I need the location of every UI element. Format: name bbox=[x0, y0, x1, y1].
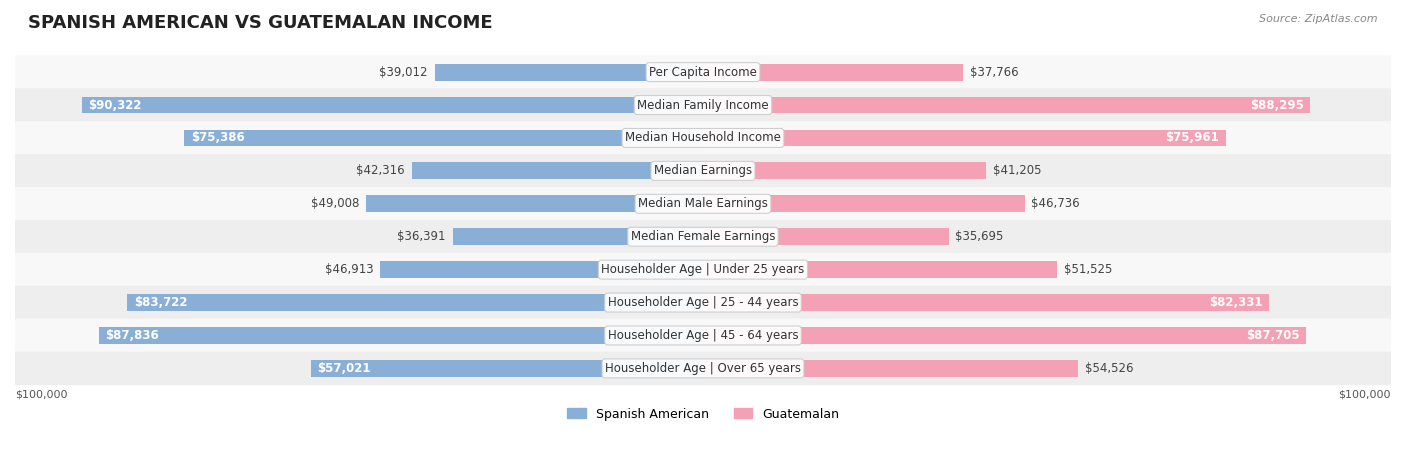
Text: $100,000: $100,000 bbox=[1339, 390, 1391, 400]
Text: $87,836: $87,836 bbox=[105, 329, 159, 342]
Text: $87,705: $87,705 bbox=[1246, 329, 1299, 342]
FancyBboxPatch shape bbox=[0, 318, 1406, 352]
Text: $42,316: $42,316 bbox=[356, 164, 405, 177]
Text: $90,322: $90,322 bbox=[89, 99, 142, 112]
Text: $75,961: $75,961 bbox=[1166, 131, 1219, 144]
Text: $39,012: $39,012 bbox=[380, 65, 427, 78]
FancyBboxPatch shape bbox=[0, 88, 1406, 122]
FancyBboxPatch shape bbox=[0, 121, 1406, 155]
Text: $37,766: $37,766 bbox=[970, 65, 1018, 78]
Text: $75,386: $75,386 bbox=[191, 131, 245, 144]
Text: Householder Age | Over 65 years: Householder Age | Over 65 years bbox=[605, 362, 801, 375]
Text: Householder Age | 25 - 44 years: Householder Age | 25 - 44 years bbox=[607, 296, 799, 309]
Text: $88,295: $88,295 bbox=[1250, 99, 1303, 112]
Text: $51,525: $51,525 bbox=[1064, 263, 1112, 276]
Bar bbox=[703, 294, 1270, 311]
Legend: Spanish American, Guatemalan: Spanish American, Guatemalan bbox=[562, 403, 844, 425]
Text: Median Female Earnings: Median Female Earnings bbox=[631, 230, 775, 243]
Bar bbox=[434, 64, 703, 80]
Bar bbox=[703, 195, 1025, 212]
Text: Per Capita Income: Per Capita Income bbox=[650, 65, 756, 78]
Text: $100,000: $100,000 bbox=[15, 390, 67, 400]
Bar bbox=[453, 228, 703, 245]
Text: $46,736: $46,736 bbox=[1032, 197, 1080, 210]
FancyBboxPatch shape bbox=[0, 286, 1406, 319]
Bar bbox=[703, 64, 963, 80]
Bar bbox=[703, 327, 1306, 344]
Bar bbox=[127, 294, 703, 311]
Bar bbox=[703, 97, 1310, 113]
Bar bbox=[703, 129, 1226, 146]
FancyBboxPatch shape bbox=[0, 220, 1406, 254]
Text: SPANISH AMERICAN VS GUATEMALAN INCOME: SPANISH AMERICAN VS GUATEMALAN INCOME bbox=[28, 14, 492, 32]
Bar bbox=[703, 228, 949, 245]
FancyBboxPatch shape bbox=[0, 55, 1406, 89]
Bar bbox=[412, 163, 703, 179]
Text: $82,331: $82,331 bbox=[1209, 296, 1263, 309]
Text: Median Earnings: Median Earnings bbox=[654, 164, 752, 177]
Text: Source: ZipAtlas.com: Source: ZipAtlas.com bbox=[1260, 14, 1378, 24]
FancyBboxPatch shape bbox=[0, 352, 1406, 385]
FancyBboxPatch shape bbox=[0, 187, 1406, 220]
FancyBboxPatch shape bbox=[0, 154, 1406, 188]
Text: Householder Age | Under 25 years: Householder Age | Under 25 years bbox=[602, 263, 804, 276]
Bar bbox=[82, 97, 703, 113]
Bar bbox=[380, 261, 703, 278]
Bar bbox=[703, 163, 987, 179]
Text: Median Household Income: Median Household Income bbox=[626, 131, 780, 144]
Text: Householder Age | 45 - 64 years: Householder Age | 45 - 64 years bbox=[607, 329, 799, 342]
Text: $46,913: $46,913 bbox=[325, 263, 374, 276]
Text: $49,008: $49,008 bbox=[311, 197, 359, 210]
Text: Median Male Earnings: Median Male Earnings bbox=[638, 197, 768, 210]
FancyBboxPatch shape bbox=[0, 253, 1406, 286]
Bar bbox=[98, 327, 703, 344]
Bar bbox=[703, 360, 1078, 377]
Bar bbox=[184, 129, 703, 146]
Bar bbox=[703, 261, 1057, 278]
Bar bbox=[311, 360, 703, 377]
Text: $83,722: $83,722 bbox=[134, 296, 187, 309]
Text: $36,391: $36,391 bbox=[398, 230, 446, 243]
Text: $54,526: $54,526 bbox=[1085, 362, 1133, 375]
Text: $57,021: $57,021 bbox=[318, 362, 371, 375]
Bar bbox=[366, 195, 703, 212]
Text: $41,205: $41,205 bbox=[994, 164, 1042, 177]
Text: Median Family Income: Median Family Income bbox=[637, 99, 769, 112]
Text: $35,695: $35,695 bbox=[956, 230, 1004, 243]
